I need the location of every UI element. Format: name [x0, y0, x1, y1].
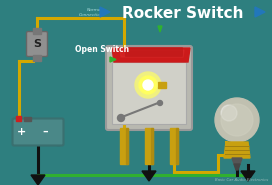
Polygon shape — [224, 142, 250, 158]
Circle shape — [215, 98, 259, 142]
Bar — [176, 128, 178, 164]
Bar — [16, 116, 21, 121]
Polygon shape — [112, 48, 190, 62]
FancyBboxPatch shape — [125, 47, 183, 57]
Circle shape — [143, 80, 153, 90]
FancyBboxPatch shape — [112, 62, 186, 124]
Polygon shape — [100, 7, 110, 17]
Bar — [145, 128, 153, 164]
Circle shape — [139, 76, 157, 94]
Polygon shape — [234, 164, 240, 170]
Bar — [151, 128, 153, 164]
Text: S: S — [33, 39, 41, 49]
Bar — [24, 117, 31, 121]
FancyBboxPatch shape — [106, 46, 192, 130]
Text: Open Switch: Open Switch — [75, 45, 129, 54]
Circle shape — [221, 105, 237, 121]
Circle shape — [221, 104, 253, 136]
Text: –: – — [42, 127, 48, 137]
Circle shape — [135, 72, 161, 98]
Bar — [126, 128, 128, 164]
Polygon shape — [120, 50, 184, 57]
FancyBboxPatch shape — [26, 31, 48, 56]
Polygon shape — [158, 26, 162, 32]
Bar — [120, 128, 128, 164]
Polygon shape — [232, 158, 242, 164]
Text: Normal
Connection: Normal Connection — [78, 8, 103, 17]
Circle shape — [118, 115, 125, 122]
Bar — [33, 28, 41, 34]
Text: Rocker Switch: Rocker Switch — [122, 6, 244, 21]
FancyBboxPatch shape — [13, 119, 63, 145]
Polygon shape — [142, 171, 156, 181]
Text: +: + — [17, 127, 27, 137]
Bar — [158, 82, 166, 88]
Circle shape — [157, 100, 162, 105]
Polygon shape — [241, 171, 255, 181]
Polygon shape — [110, 57, 116, 62]
Text: Basic Car Audio Electronics: Basic Car Audio Electronics — [215, 178, 268, 182]
Bar — [33, 55, 41, 61]
Polygon shape — [31, 175, 45, 185]
Polygon shape — [255, 7, 265, 17]
Bar — [170, 128, 178, 164]
